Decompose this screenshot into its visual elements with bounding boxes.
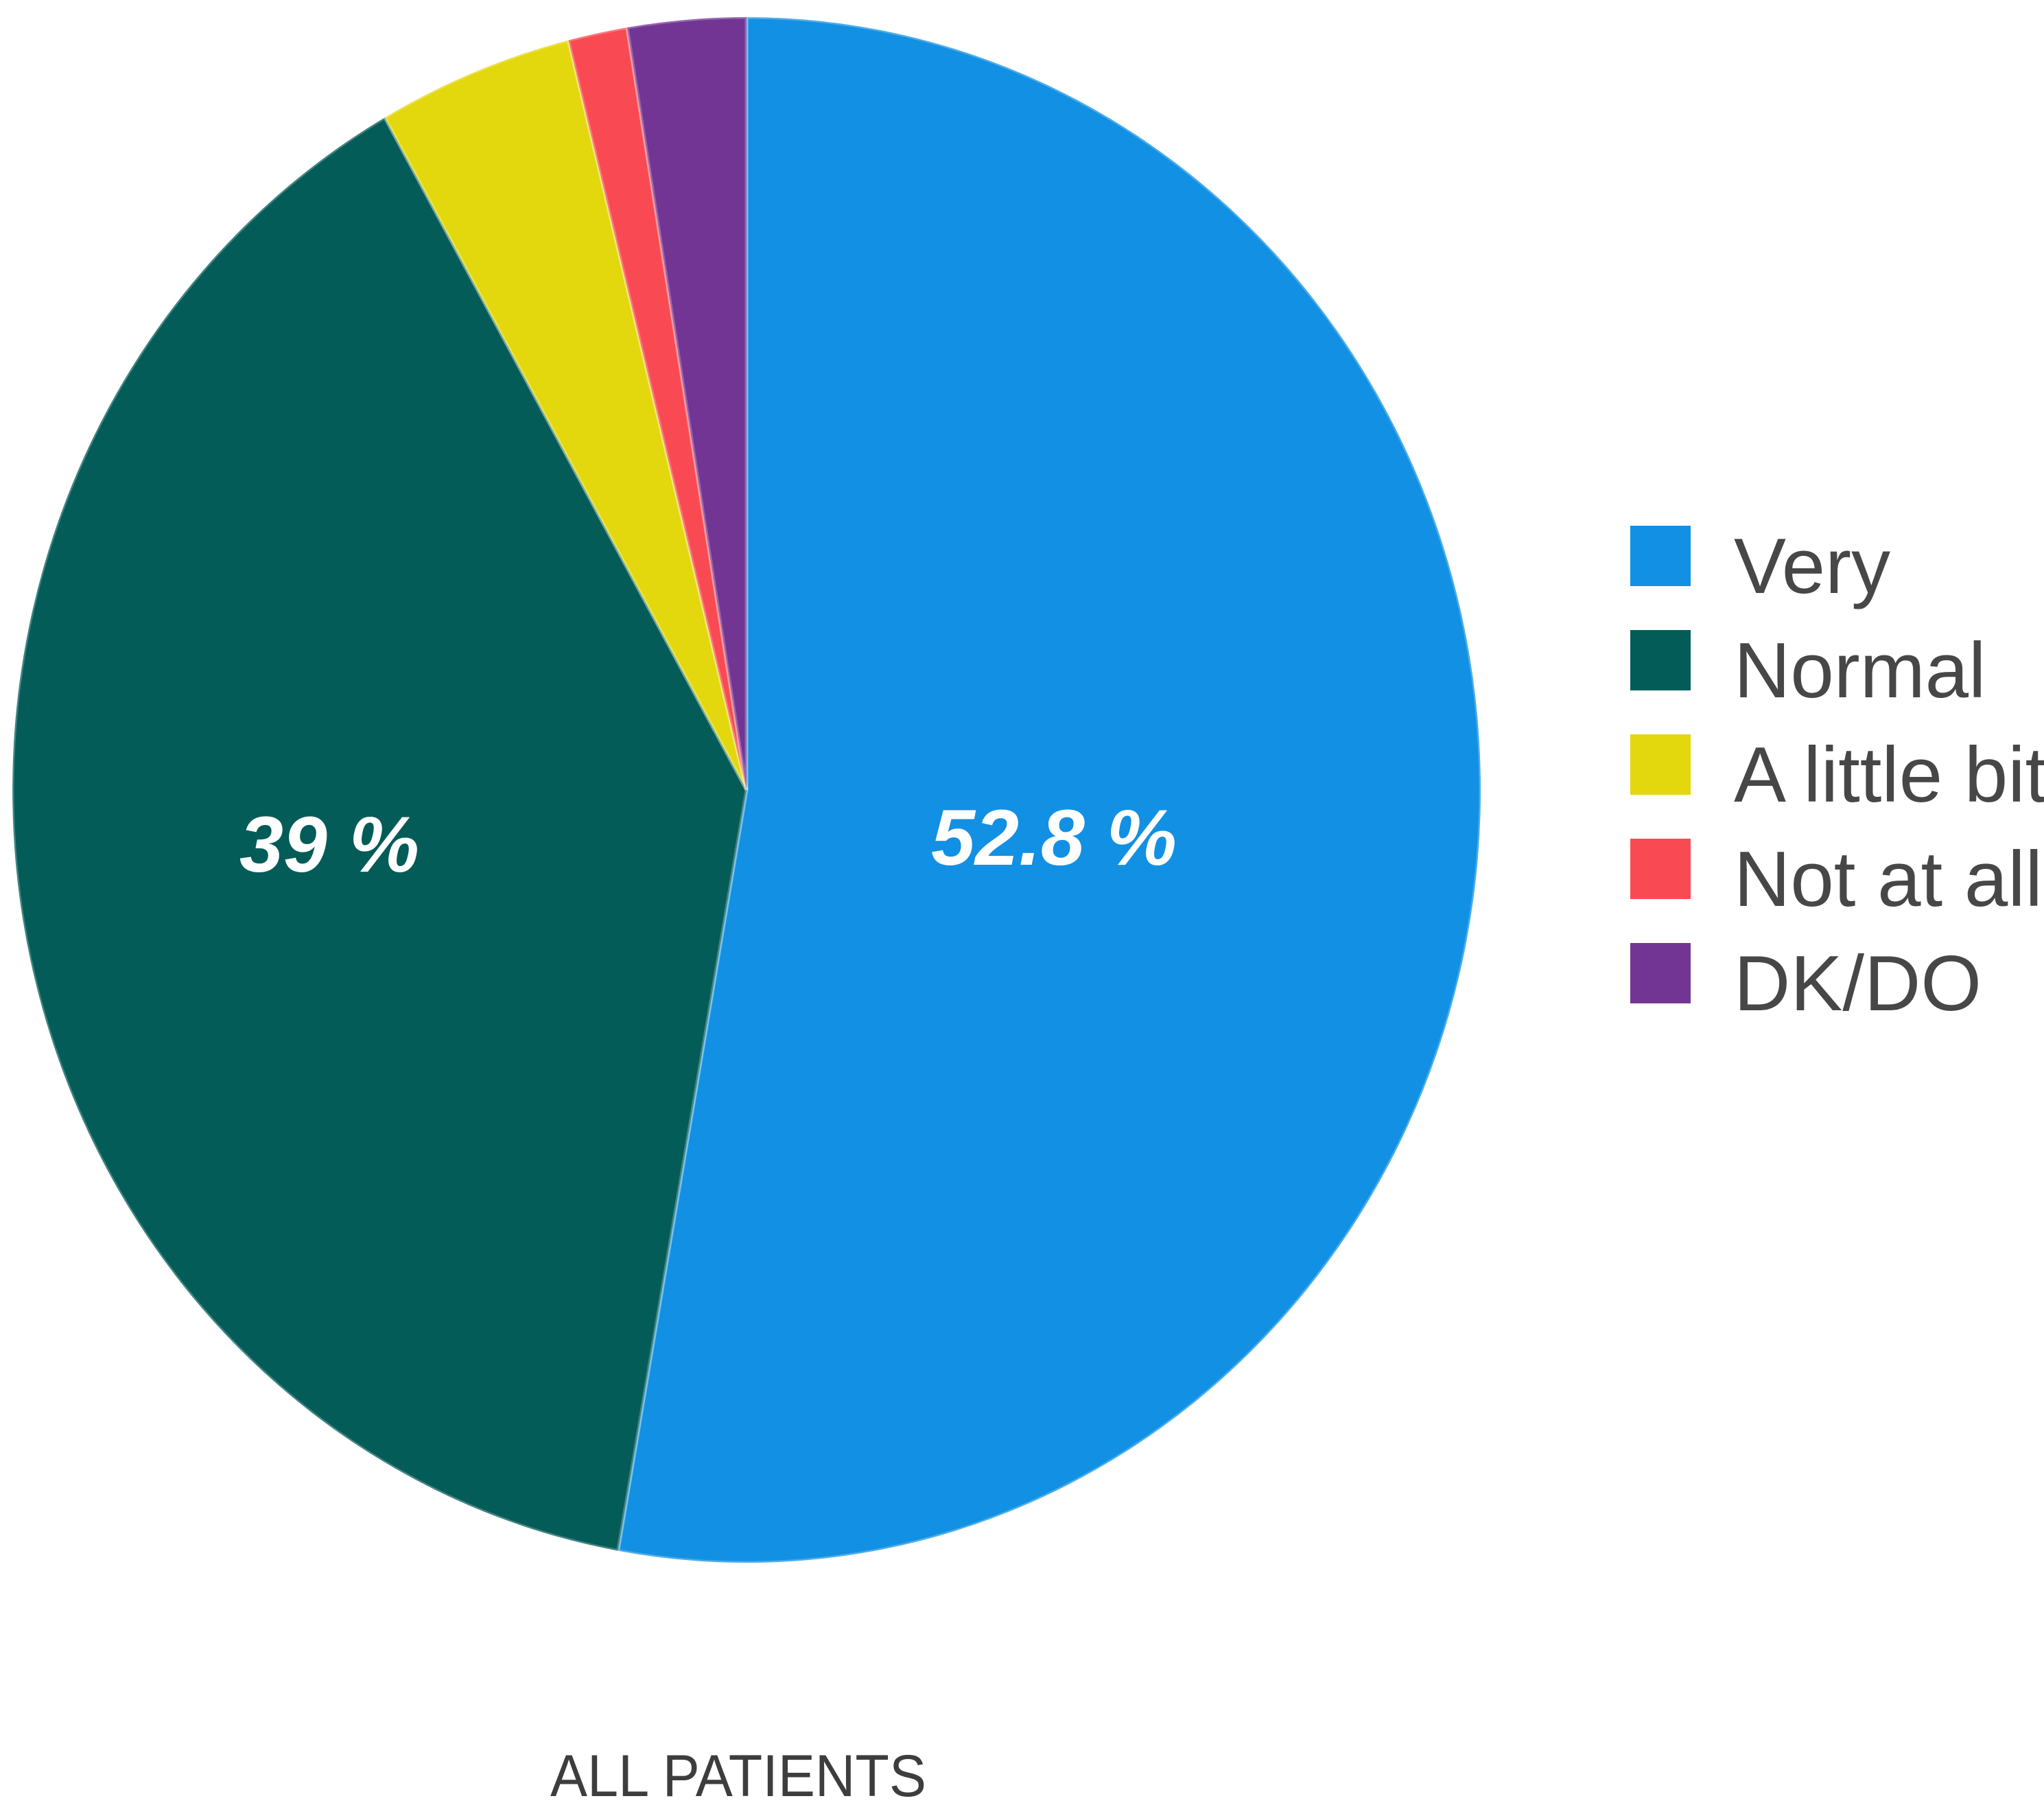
legend: Very Normal A little bit Not at all DK/DO [1630,523,2044,1027]
legend-item-very: Very [1630,523,1890,610]
data-label-very: 52.8 % [931,794,1177,882]
legend-label-a-little-bit: A little bit [1734,732,2044,819]
legend-swatch-not-at-all [1630,839,1691,899]
pie-slice-normal [10,115,749,1553]
legend-label-not-at-all: Not at all [1734,836,2043,923]
legend-item-dk-do: DK/DO [1630,940,1982,1027]
pie-slice-a-little-bit [382,38,749,791]
pie-slice-dk-do [625,15,749,791]
legend-label-dk-do: DK/DO [1734,940,1982,1027]
legend-swatch-dk-do [1630,943,1691,1003]
legend-item-normal: Normal [1630,627,1986,714]
legend-swatch-normal [1630,630,1691,690]
pie-slice-very [615,15,1483,1565]
chart-caption: ALL PATIENTS [550,1743,926,1809]
legend-item-not-at-all: Not at all [1630,836,2043,923]
legend-item-a-little-bit: A little bit [1630,732,2044,819]
pie [10,15,1483,1565]
legend-label-normal: Normal [1734,627,1986,714]
legend-swatch-a-little-bit [1630,734,1691,795]
pie-slice-not-at-all [566,25,749,791]
legend-swatch-very [1630,526,1691,586]
pie-data-labels: 52.8 % 39 % [239,794,1177,889]
legend-label-very: Very [1734,523,1890,610]
data-label-normal: 39 % [239,801,419,889]
